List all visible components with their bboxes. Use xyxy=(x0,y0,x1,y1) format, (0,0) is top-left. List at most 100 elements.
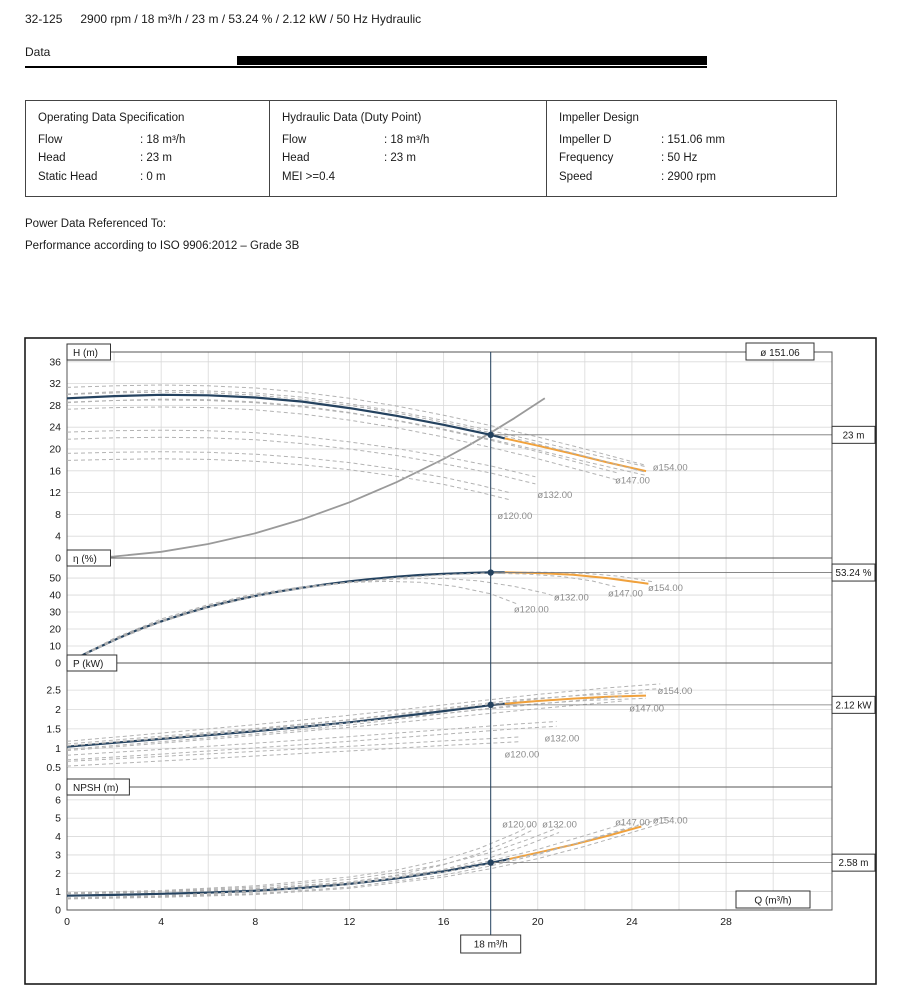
y-tick-label: 28 xyxy=(49,400,61,412)
series-eff-147 xyxy=(66,572,616,664)
x-tick-label: 8 xyxy=(252,916,258,928)
table-row: Flow : 18 m³/h xyxy=(38,131,257,150)
series-npsh-154 xyxy=(66,821,666,900)
y-tick-label: 0.5 xyxy=(46,762,61,774)
panel-impeller-design: Impeller Design Impeller D: 151.06 mm Fr… xyxy=(546,101,836,196)
table-row: Frequency: 50 Hz xyxy=(559,149,824,168)
pump-model: 32-125 xyxy=(25,12,63,26)
series-head-tolerance-151.06 xyxy=(66,389,647,468)
diameter-label: ø120.00 xyxy=(514,605,549,616)
callout-box xyxy=(831,853,876,872)
duty-flow-box xyxy=(460,934,522,954)
series-head-120 xyxy=(66,451,510,494)
series-eff-132 xyxy=(66,577,562,664)
y-tick-label: 8 xyxy=(55,509,61,521)
diameter-label: ø120.00 xyxy=(502,819,537,830)
series-head-154 xyxy=(66,384,647,466)
chart-outer-border xyxy=(24,337,877,985)
table-row: Head: 23 m xyxy=(38,149,257,168)
y-tick-label: 30 xyxy=(49,607,61,619)
x-tick-label: 16 xyxy=(438,916,450,928)
series-head-132 xyxy=(66,429,536,478)
series-eff-154 xyxy=(66,571,654,664)
y-tick-label: 32 xyxy=(49,378,61,390)
series-head-151.06-beyond-duty xyxy=(504,437,647,473)
callout-value: 53.24 % xyxy=(836,568,872,579)
diameter-label: ø154.00 xyxy=(657,686,692,697)
diameter-label: ø120.00 xyxy=(504,750,539,761)
series-head-147 xyxy=(66,399,618,474)
callout-value: 2.12 kW xyxy=(836,700,873,711)
x-tick-label: 4 xyxy=(158,916,164,928)
spec-value: : 2900 rpm xyxy=(661,170,716,183)
series-eff-151.06 xyxy=(66,571,505,664)
callout-value: 2.58 m xyxy=(839,858,869,869)
spec-value: : 23 m xyxy=(384,152,416,165)
diameter-label: ø132.00 xyxy=(542,819,577,830)
series-npsh-151.06-beyond-duty xyxy=(509,825,642,860)
y-tick-label: 1.5 xyxy=(46,723,61,735)
y-tick-label: 40 xyxy=(49,590,61,602)
y-tick-label: 0 xyxy=(55,905,61,917)
diameter-label: ø147.00 xyxy=(615,818,650,829)
y-tick-label: 0 xyxy=(55,553,61,565)
y-tick-label: 0 xyxy=(55,658,61,670)
power-reference-note: Power Data Referenced To: xyxy=(25,218,167,230)
callout-box xyxy=(831,563,876,582)
series-eff-120 xyxy=(66,580,520,664)
series-npsh-147 xyxy=(66,822,628,894)
y-tick-label: 3 xyxy=(55,849,61,861)
series-power-147 xyxy=(66,700,623,752)
table-row: Impeller D: 151.06 mm xyxy=(559,131,824,150)
spec-value: : 50 Hz xyxy=(661,152,698,165)
y-tick-label: 2 xyxy=(55,704,61,716)
duty-point-marker xyxy=(487,701,494,709)
series-power-151.06-beyond-duty xyxy=(504,694,647,705)
ylabel-box xyxy=(66,654,118,672)
table-row: Speed: 2900 rpm xyxy=(559,168,824,187)
duty-point-marker xyxy=(487,431,494,439)
y-tick-label: 4 xyxy=(55,531,61,543)
pump-curves-svg: 04812162024283236ø154.00ø147.00ø132.00ø1… xyxy=(24,337,877,985)
y-tick-label: 1 xyxy=(55,886,61,898)
ylabel-box xyxy=(66,778,130,796)
table-row: Flow: 18 m³/h xyxy=(282,131,534,150)
spec-value: : 18 m³/h xyxy=(140,133,186,146)
spec-value: : 0 m xyxy=(140,170,166,183)
subplot-ylabel: η (%) xyxy=(73,554,97,565)
spec-label: Flow xyxy=(38,133,63,146)
x-tick-label: 0 xyxy=(64,916,70,928)
y-tick-label: 4 xyxy=(55,831,61,843)
diameter-label: ø147.00 xyxy=(629,703,664,714)
series-power-132 xyxy=(66,725,557,761)
y-tick-label: 6 xyxy=(55,794,61,806)
series-npsh-154 xyxy=(66,816,666,895)
duty-point-marker xyxy=(487,569,494,576)
x-tick-label: 24 xyxy=(626,916,638,928)
xlabel-box xyxy=(735,890,811,909)
series-power-147 xyxy=(66,695,623,747)
performance-standard-note: Performance according to ISO 9906:2012 –… xyxy=(25,240,300,252)
table-row: MEI >=0.4 xyxy=(282,168,534,187)
data-section-header: Data xyxy=(25,42,707,68)
spec-label: Impeller D xyxy=(559,133,612,146)
spec-label: Flow xyxy=(282,133,307,146)
subplot-frame xyxy=(66,786,833,911)
y-tick-label: 24 xyxy=(49,422,61,434)
diameter-label: ø154.00 xyxy=(653,816,688,827)
redacted-bar xyxy=(237,56,707,65)
spec-label: Head xyxy=(282,152,310,165)
panel-hydraulic-data: Hydraulic Data (Duty Point) Flow: 18 m³/… xyxy=(269,101,546,196)
duty-point-marker xyxy=(487,859,494,866)
panel-title: Impeller Design xyxy=(559,112,639,124)
series-npsh-120 xyxy=(66,829,534,899)
series-head-151.06 xyxy=(66,393,506,440)
x-tick-label: 28 xyxy=(720,916,732,928)
section-label: Data xyxy=(25,45,51,59)
callout-box xyxy=(831,695,876,714)
series-power-132 xyxy=(66,721,557,756)
impeller-diameter-value: ø 151.06 xyxy=(760,348,800,359)
diameter-label: ø132.00 xyxy=(537,490,572,501)
duty-flow-value: 18 m³/h xyxy=(474,940,508,951)
series-npsh-120 xyxy=(66,824,534,894)
